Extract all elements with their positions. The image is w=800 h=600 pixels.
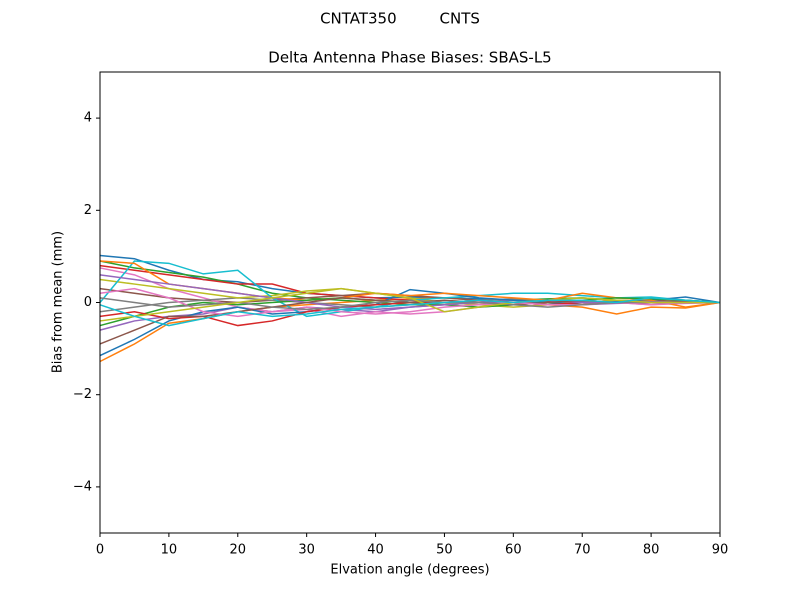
series-line: [99, 297, 721, 327]
x-tick-label: 0: [96, 543, 104, 558]
x-tick-label: 40: [367, 543, 384, 558]
y-tick-label: 0: [84, 295, 92, 310]
x-tick-label: 50: [436, 543, 453, 558]
y-axis-label: Bias from mean (mm): [51, 231, 66, 373]
x-tick-label: 20: [230, 543, 247, 558]
x-tick-label: 30: [298, 543, 315, 558]
x-axis-label: Elvation angle (degrees): [330, 563, 489, 578]
series-line: [99, 287, 720, 322]
y-tick-label: −4: [73, 479, 92, 494]
x-tick-label: 60: [505, 543, 522, 558]
x-tick-label: 90: [712, 543, 729, 558]
x-tick-label: 10: [161, 543, 178, 558]
y-tick-label: 4: [84, 111, 92, 126]
suptitle: CNTAT350 CNTS: [320, 10, 480, 28]
x-tick-label: 70: [574, 543, 591, 558]
lines: [99, 254, 721, 363]
chart-title: Delta Antenna Phase Biases: SBAS-L5: [268, 49, 551, 67]
x-tick-label: 80: [643, 543, 660, 558]
y-tick-label: 2: [84, 203, 92, 218]
y-tick-label: −2: [73, 387, 92, 402]
